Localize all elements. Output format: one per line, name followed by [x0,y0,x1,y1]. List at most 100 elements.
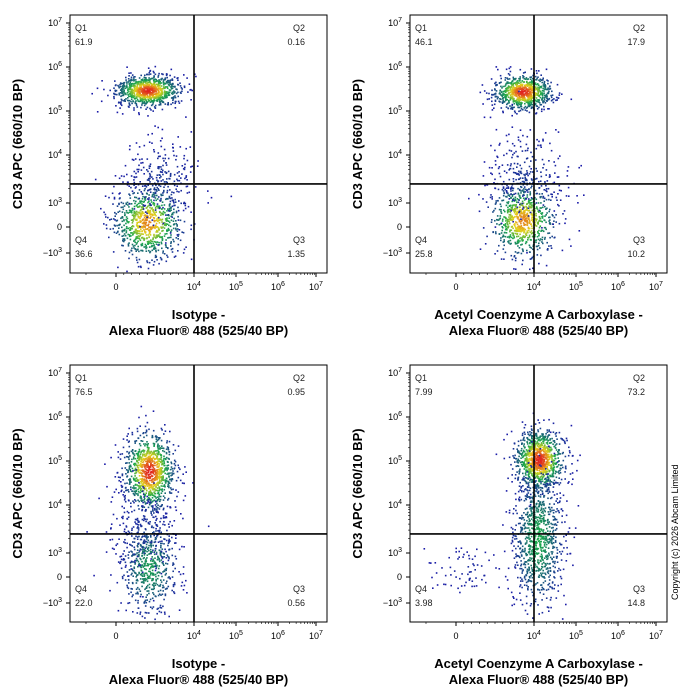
event-dot [173,173,176,176]
event-dot [134,450,137,452]
event-dot [545,221,547,224]
event-dot [545,169,548,171]
event-dot [160,92,163,95]
event-dot [540,202,542,204]
event-dot [127,81,129,83]
event-dot [523,210,525,213]
event-dot [530,151,532,154]
event-dot [142,449,145,451]
event-dot [526,214,529,217]
quadrant-percent-q1: 61.9 [75,37,93,47]
event-dot [509,219,512,221]
event-dot [520,244,522,246]
event-dot [149,88,152,91]
event-dot [519,77,521,80]
event-dot [549,219,551,221]
event-dot [137,453,140,455]
event-dot [505,220,507,222]
event-dot [129,227,132,230]
event-dot [151,487,154,490]
event-dot [129,478,131,480]
event-dot [518,97,521,99]
event-dot [114,80,116,82]
event-dot [144,502,147,505]
event-dot [136,230,138,232]
event-dot [163,470,165,472]
event-dot [518,88,520,90]
event-dot [148,450,150,452]
event-dot [540,74,542,76]
event-dot [139,88,142,91]
event-dot [207,202,209,204]
event-dot [162,169,164,172]
event-dot [144,211,147,213]
event-dot [512,83,514,85]
event-dot [524,90,526,93]
event-dot [174,449,177,452]
event-dot [130,98,133,100]
event-dot [122,438,125,440]
event-dot [152,457,154,459]
event-dot [507,225,509,227]
event-dot [500,85,502,88]
event-dot [520,222,522,225]
event-dot [125,227,128,230]
event-dot [152,488,154,491]
event-dot [143,443,145,445]
event-dot [151,227,154,229]
event-dot [125,210,128,212]
event-dot [137,467,140,469]
event-dot [136,430,139,433]
event-dot [541,236,544,239]
event-dot [510,89,513,91]
event-dot [536,88,538,90]
event-dot [137,479,140,481]
event-dot [154,236,156,239]
event-dot [134,492,137,494]
event-dot [528,165,531,168]
event-dot [486,184,489,186]
event-dot [138,113,140,116]
event-dot [532,106,534,109]
event-dot [139,478,142,480]
event-dot [528,234,531,237]
event-dot [531,202,533,204]
event-dot [531,185,533,187]
event-dot [530,204,533,207]
event-dot [154,84,156,86]
event-dot [165,223,167,225]
event-dot [506,81,508,83]
event-dot [160,473,162,476]
event-dot [125,230,128,232]
event-dot [133,463,135,466]
event-dot [521,94,523,97]
event-dot [165,198,167,201]
event-dot [144,518,146,520]
event-dot [160,166,162,168]
event-dot [161,73,163,75]
event-dot [485,201,488,203]
event-dot [522,96,524,99]
event-dot [136,242,138,244]
event-dot [135,90,138,92]
event-dot [508,195,511,197]
event-dot [514,78,516,81]
x-axis-title-line-2: Alexa Fluor® 488 (525/40 BP) [449,323,628,338]
event-dot [124,214,126,217]
event-dot [167,81,169,84]
event-dot [148,487,150,490]
event-dot [580,164,582,167]
event-dot [134,487,136,489]
event-dot [521,204,524,207]
event-dot [526,91,529,93]
event-dot [162,459,165,461]
event-dot [173,191,175,194]
event-dot [136,98,139,101]
event-dot [165,214,167,216]
event-dot [158,437,161,440]
event-dot [157,80,160,83]
event-dot [514,88,516,91]
event-dot [542,206,544,209]
event-dot [116,471,119,474]
event-dot [529,211,532,214]
